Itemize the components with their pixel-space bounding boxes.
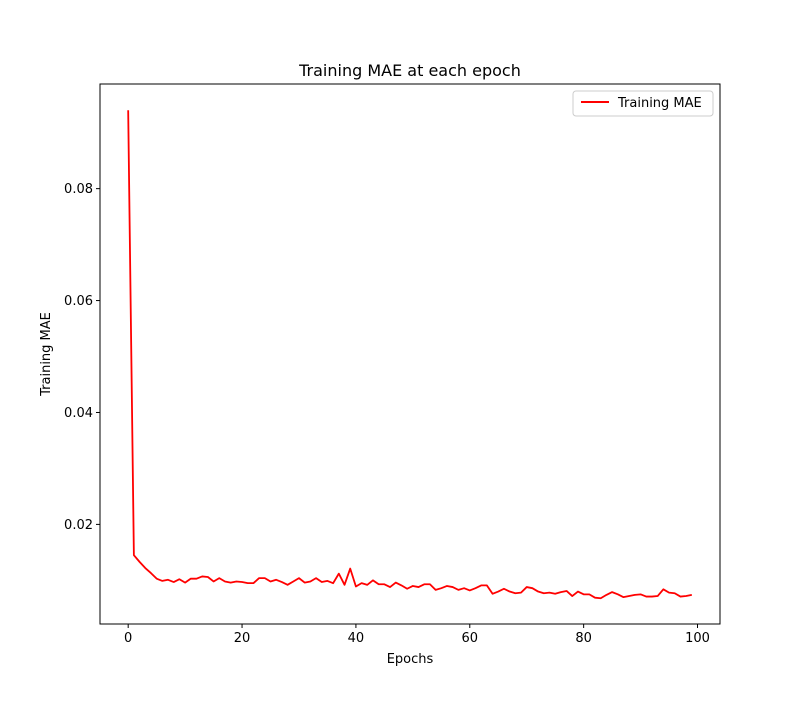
y-axis-label: Training MAE <box>39 312 54 397</box>
x-tick-label: 60 <box>462 631 479 646</box>
series-layer <box>127 110 692 600</box>
y-tick-label: 0.04 <box>64 406 93 421</box>
y-tick-label: 0.02 <box>64 518 93 533</box>
x-tick-label: 80 <box>575 631 592 646</box>
y-tick-label: 0.08 <box>64 182 93 197</box>
x-axis-label: Epochs <box>387 652 434 667</box>
legend: Training MAE <box>572 90 714 117</box>
chart-title: Training MAE at each epoch <box>298 61 521 80</box>
y-tick-label: 0.06 <box>64 294 93 309</box>
x-tick-label: 0 <box>124 631 132 646</box>
series-line-training-mae <box>127 110 692 600</box>
x-tick-label: 100 <box>685 631 710 646</box>
x-tick-label: 20 <box>234 631 251 646</box>
y-axis-ticks: 0.02 0.04 0.06 0.08 <box>64 182 100 533</box>
legend-label-training-mae: Training MAE <box>617 96 702 111</box>
x-tick-label: 40 <box>348 631 365 646</box>
legend-box <box>572 90 714 117</box>
plot-area-frame <box>99 83 721 625</box>
x-axis-ticks: 0 20 40 60 80 100 <box>124 624 710 646</box>
